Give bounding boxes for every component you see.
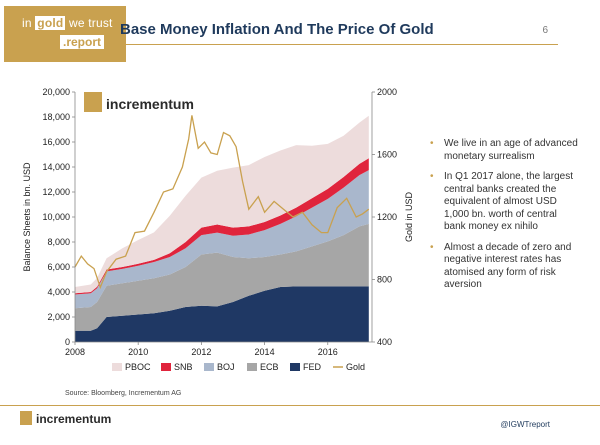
chart: Balance Sheets in bn. USD Gold in USD 02… bbox=[22, 87, 414, 372]
area-boj bbox=[75, 170, 369, 309]
page-number: 6 bbox=[542, 25, 548, 36]
y2-tick-label: 800 bbox=[377, 275, 392, 285]
area-fed bbox=[75, 286, 369, 342]
y-tick-label: 10,000 bbox=[42, 212, 70, 222]
legend-label-fed: FED bbox=[303, 362, 322, 372]
bullet-text: In Q1 2017 alone, the largest central ba… bbox=[444, 171, 573, 232]
y-axis-label: Balance Sheets in bn. USD bbox=[22, 162, 32, 272]
logo-word-in: in bbox=[22, 16, 32, 30]
logo-word-gold: gold bbox=[35, 16, 66, 30]
legend-label-snb: SNB bbox=[174, 362, 193, 372]
bullet-item: • We live in an age of advanced monetary … bbox=[430, 138, 580, 163]
legend-label-pboc: PBOC bbox=[125, 362, 151, 372]
plot-area: 0 2,000 4,000 6,000 8,000 10,000 12,000 14,000 1… bbox=[42, 87, 397, 357]
page-title: Base Money Inflation And The Price Of Go… bbox=[120, 21, 434, 38]
inner-logo-tree-icon bbox=[84, 92, 102, 112]
bullet-text: Almost a decade of zero and negative int… bbox=[444, 241, 572, 291]
footer-logo-tree-icon bbox=[20, 411, 32, 425]
logo-line1: in gold we trust bbox=[22, 16, 113, 30]
legend-swatch-ecb bbox=[247, 363, 257, 371]
area-ecb bbox=[75, 223, 369, 331]
y-tick-label: 14,000 bbox=[42, 162, 70, 172]
y-tick-label: 18,000 bbox=[42, 112, 70, 122]
footer-logo: incrementum bbox=[20, 411, 111, 426]
y-tick-label: 8,000 bbox=[47, 237, 70, 247]
legend-label-gold: Gold bbox=[346, 362, 365, 372]
footer-logo-text: incrementum bbox=[36, 412, 112, 426]
bullet-item: • Almost a decade of zero and negative in… bbox=[430, 242, 580, 292]
y2-tick-label: 2000 bbox=[377, 87, 397, 97]
y-tick-label: 16,000 bbox=[42, 137, 70, 147]
y2-tick-label: 1200 bbox=[377, 212, 397, 222]
y-tick-label: 0 bbox=[65, 337, 70, 347]
bullet-text: We live in an age of advanced monetary s… bbox=[444, 138, 578, 162]
line-gold bbox=[74, 115, 370, 290]
y-tick-label: 6,000 bbox=[47, 262, 70, 272]
logo-word-report: .report bbox=[60, 35, 105, 49]
x-tick-label: 2010 bbox=[128, 347, 148, 357]
igwt-logo: in gold we trust .report bbox=[4, 6, 126, 62]
twitter-handle: @IGWTreport bbox=[500, 420, 550, 429]
area-snb bbox=[75, 158, 369, 295]
x-tick-label: 2014 bbox=[255, 347, 275, 357]
bullet-dot-icon: • bbox=[430, 241, 434, 253]
y2-tick-label: 1600 bbox=[377, 150, 397, 160]
legend-label-boj: BOJ bbox=[217, 362, 235, 372]
x-tick-label: 2008 bbox=[65, 347, 85, 357]
legend-swatch-boj bbox=[204, 363, 214, 371]
legend-swatch-snb bbox=[161, 363, 171, 371]
legend-label-ecb: ECB bbox=[260, 362, 279, 372]
y2-axis-label: Gold in USD bbox=[404, 191, 414, 242]
bullet-item: • In Q1 2017 alone, the largest central b… bbox=[430, 171, 580, 234]
x-tick-label: 2012 bbox=[191, 347, 211, 357]
area-pboc bbox=[75, 115, 369, 294]
legend-swatch-fed bbox=[290, 363, 300, 371]
chart-legend: PBOC SNB BOJ ECB FED Gold bbox=[112, 362, 365, 372]
y2-tick-label: 400 bbox=[377, 337, 392, 347]
footer-divider bbox=[0, 405, 600, 406]
y-tick-label: 20,000 bbox=[42, 87, 70, 97]
bullet-dot-icon: • bbox=[430, 171, 434, 182]
x-tick-label: 2016 bbox=[318, 347, 338, 357]
y-tick-label: 4,000 bbox=[47, 287, 70, 297]
legend-swatch-pboc bbox=[112, 363, 122, 371]
y-tick-label: 12,000 bbox=[42, 187, 70, 197]
y-tick-label: 2,000 bbox=[47, 312, 70, 322]
source-note: Source: Bloomberg, Incrementum AG bbox=[65, 390, 182, 397]
inner-logo: incrementum bbox=[84, 92, 194, 112]
inner-logo-text: incrementum bbox=[106, 96, 194, 112]
logo-word-we-trust: we trust bbox=[68, 16, 113, 30]
bullet-list: • We live in an age of advanced monetary … bbox=[430, 138, 580, 300]
title-divider bbox=[118, 44, 558, 45]
bullet-dot-icon: • bbox=[430, 138, 434, 149]
